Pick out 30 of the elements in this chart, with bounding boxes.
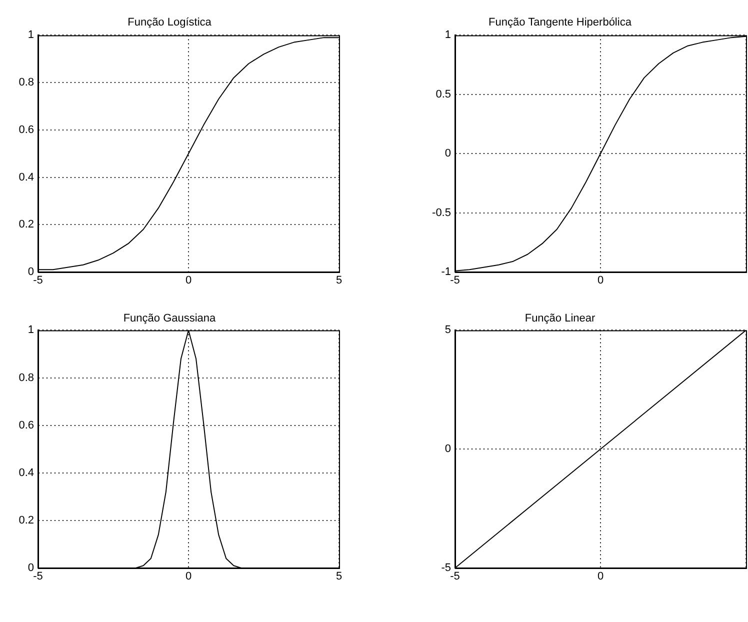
x-tick-label: 0: [597, 274, 604, 287]
chart-title: Função Linear: [524, 312, 596, 325]
y-tick-label: -5: [441, 562, 451, 574]
x-tick-label: 0: [185, 274, 192, 287]
y-tick-label: 0.6: [18, 124, 34, 136]
chart-title: Função Gaussiana: [123, 312, 217, 325]
y-tick-label: 0.2: [18, 514, 34, 526]
y-tick-label: 0.4: [18, 171, 34, 184]
y-tick-label: 0.5: [436, 88, 451, 100]
y-tick-label: 0: [444, 148, 451, 160]
y-tick-label: 0.8: [18, 372, 34, 384]
y-tick-label: 0: [28, 562, 34, 574]
x-tick-label: 5: [336, 274, 342, 287]
y-tick-label: 5: [444, 324, 451, 336]
chart-title: Função Tangente Hiperbólica: [488, 16, 632, 29]
y-tick-label: 1: [28, 324, 34, 336]
y-tick-label: 0.6: [18, 419, 34, 432]
y-tick-label: -0.5: [432, 206, 451, 219]
y-tick-label: 1: [444, 29, 451, 42]
y-tick-label: 0.4: [18, 466, 34, 479]
chart-title: Função Logística: [128, 16, 212, 29]
x-tick-label: 0: [185, 570, 192, 583]
x-tick-label: 0: [597, 570, 604, 583]
y-tick-label: 0: [28, 266, 34, 278]
y-tick-label: 0.2: [18, 218, 34, 231]
y-tick-label: -1: [441, 266, 451, 278]
y-tick-label: 1: [28, 29, 34, 42]
x-tick-label: 5: [336, 570, 342, 583]
y-tick-label: 0.8: [18, 76, 34, 89]
y-tick-label: 0: [444, 443, 451, 456]
